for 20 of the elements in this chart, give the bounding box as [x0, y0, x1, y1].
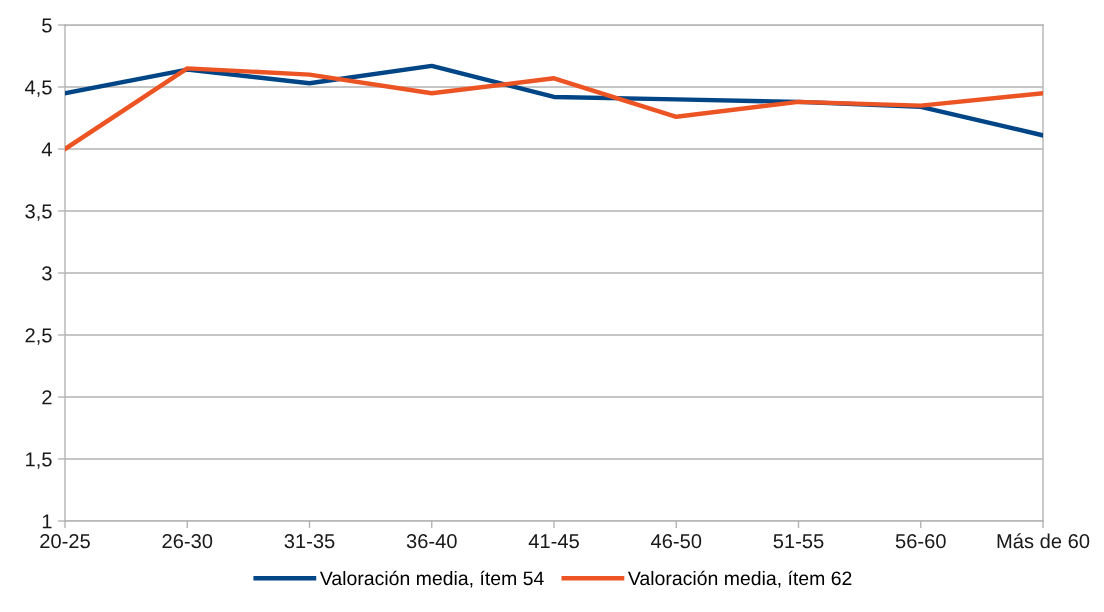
- y-tick-label: 2,5: [25, 328, 52, 345]
- x-tick-label: 20-25: [40, 534, 90, 549]
- x-tick-label: 31-35: [284, 534, 335, 549]
- y-tick-label: 5: [42, 18, 52, 33]
- y-tick-label: 4,5: [24, 80, 52, 97]
- legend-label: Valoración media, ítem 54: [319, 570, 544, 588]
- y-tick-label: 1: [42, 514, 52, 529]
- y-tick-label: 3,5: [25, 204, 52, 221]
- x-tick-label: 36-40: [406, 534, 457, 549]
- x-tick-label: 46-50: [650, 534, 702, 549]
- y-tick-label: 2: [42, 390, 52, 405]
- y-tick-label: 4: [41, 142, 52, 157]
- y-tick-label: 1,5: [26, 452, 52, 469]
- x-tick-label: 41-45: [528, 534, 579, 549]
- x-tick-label: 26-30: [162, 534, 213, 549]
- x-tick-label: 56-60: [895, 534, 946, 549]
- x-tick-label: Más de 60: [997, 533, 1090, 549]
- legend-label: Valoración media, ítem 62: [627, 570, 852, 588]
- y-tick-label: 3: [42, 266, 52, 281]
- x-tick-label: 51-55: [773, 534, 824, 549]
